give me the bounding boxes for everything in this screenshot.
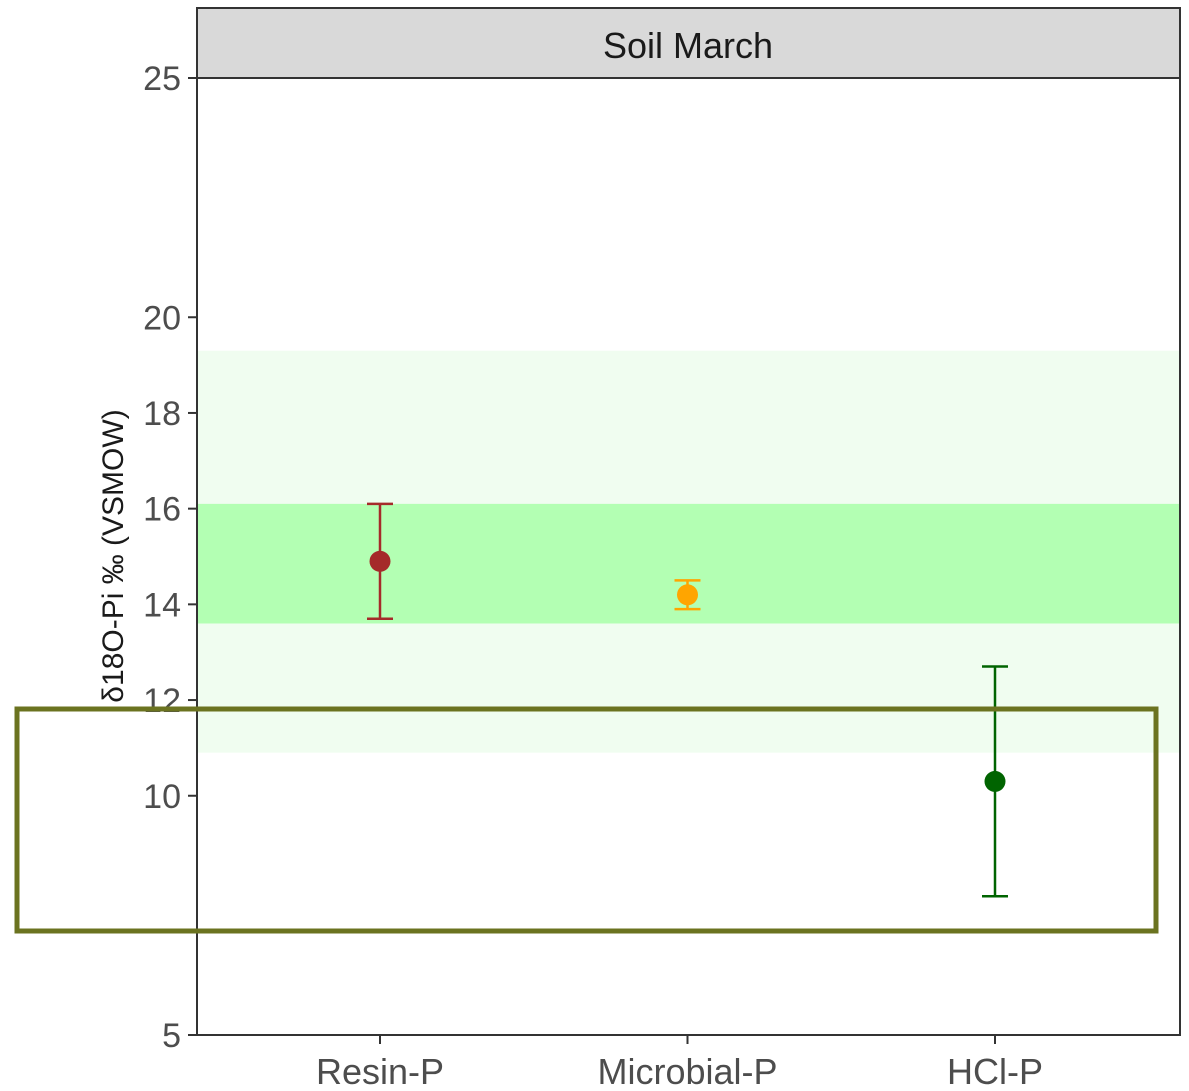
x-tick-label: HCl-P (947, 1051, 1043, 1091)
reference-bands (197, 350, 1180, 753)
y-tick-label: 18 (143, 395, 181, 433)
point-group-resin-p (367, 502, 393, 620)
y-tick-label: 16 (143, 491, 181, 529)
y-tick-label: 25 (143, 60, 181, 98)
data-points (367, 502, 1008, 898)
y-axis: 5 10 12 14 16 18 20 25 (143, 60, 197, 1055)
y-tick-label: 20 (143, 299, 181, 337)
y-axis-label: δ18O-Pi ‰ (VSMOW) (97, 409, 130, 702)
y-tick-label: 14 (143, 586, 181, 624)
point-group-hcl-p (982, 665, 1008, 898)
x-tick-label: Microbial-P (597, 1051, 777, 1091)
y-tick-label: 10 (143, 778, 181, 816)
x-tick-label: Resin-P (316, 1051, 444, 1091)
facet-strip-label: Soil March (603, 25, 773, 66)
y-tick-label: 12 (143, 682, 181, 720)
y-tick-label: 5 (162, 1017, 181, 1055)
data-point (984, 770, 1006, 792)
point-group-microbial-p (674, 579, 701, 611)
data-point (369, 550, 391, 572)
highlight-box (14, 706, 1159, 934)
data-point (677, 584, 698, 606)
x-axis: Resin-P Microbial-P HCl-P (316, 1035, 1043, 1091)
